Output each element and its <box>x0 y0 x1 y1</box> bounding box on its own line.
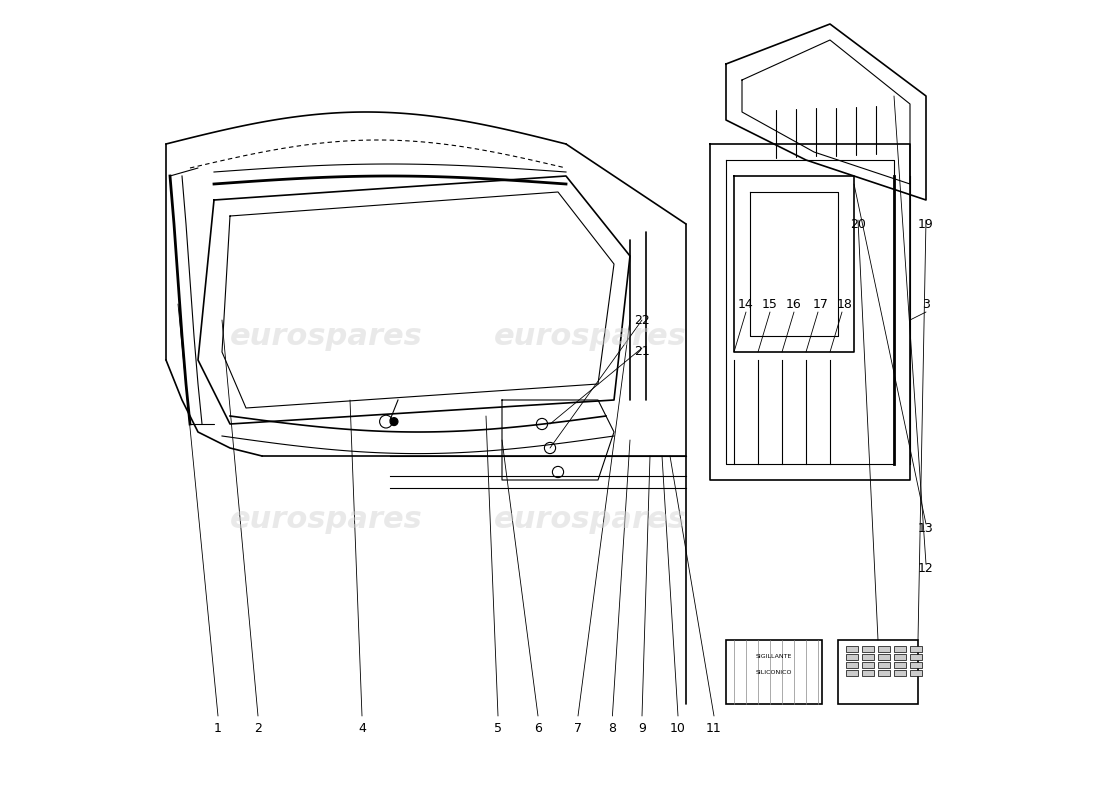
Text: 2: 2 <box>254 722 262 734</box>
Text: 1: 1 <box>214 722 222 734</box>
Text: 13: 13 <box>918 522 934 534</box>
FancyBboxPatch shape <box>862 654 874 660</box>
Text: 18: 18 <box>836 298 852 310</box>
FancyBboxPatch shape <box>862 646 874 652</box>
Text: 14: 14 <box>738 298 754 310</box>
FancyBboxPatch shape <box>846 654 858 660</box>
Text: 11: 11 <box>706 722 722 734</box>
Text: SILICONICO: SILICONICO <box>756 670 792 674</box>
FancyBboxPatch shape <box>878 654 890 660</box>
Text: 15: 15 <box>762 298 778 310</box>
FancyBboxPatch shape <box>910 654 922 660</box>
FancyBboxPatch shape <box>726 640 822 704</box>
FancyBboxPatch shape <box>894 662 906 668</box>
Text: 9: 9 <box>638 722 646 734</box>
Text: eurospares: eurospares <box>494 506 686 534</box>
FancyBboxPatch shape <box>862 670 874 676</box>
FancyBboxPatch shape <box>910 662 922 668</box>
FancyBboxPatch shape <box>878 670 890 676</box>
FancyBboxPatch shape <box>910 646 922 652</box>
Text: 3: 3 <box>922 298 930 310</box>
Text: 21: 21 <box>634 346 650 358</box>
FancyBboxPatch shape <box>846 670 858 676</box>
Circle shape <box>390 418 398 426</box>
Text: 12: 12 <box>918 562 934 574</box>
FancyBboxPatch shape <box>894 654 906 660</box>
Text: eurospares: eurospares <box>230 322 422 350</box>
FancyBboxPatch shape <box>878 662 890 668</box>
Text: 17: 17 <box>813 298 828 310</box>
Text: 5: 5 <box>494 722 502 734</box>
Text: 8: 8 <box>608 722 616 734</box>
FancyBboxPatch shape <box>846 662 858 668</box>
Text: 4: 4 <box>359 722 366 734</box>
Text: 7: 7 <box>574 722 582 734</box>
FancyBboxPatch shape <box>838 640 918 704</box>
Text: eurospares: eurospares <box>230 506 422 534</box>
FancyBboxPatch shape <box>846 646 858 652</box>
FancyBboxPatch shape <box>910 670 922 676</box>
FancyBboxPatch shape <box>862 662 874 668</box>
Text: 6: 6 <box>535 722 542 734</box>
Text: 19: 19 <box>918 218 934 230</box>
FancyBboxPatch shape <box>894 670 906 676</box>
FancyBboxPatch shape <box>894 646 906 652</box>
Text: SIGILLANTE: SIGILLANTE <box>756 654 792 658</box>
Text: 16: 16 <box>786 298 802 310</box>
Text: eurospares: eurospares <box>494 322 686 350</box>
Text: 22: 22 <box>634 314 650 326</box>
Text: 20: 20 <box>850 218 866 230</box>
Text: 10: 10 <box>670 722 686 734</box>
FancyBboxPatch shape <box>878 646 890 652</box>
